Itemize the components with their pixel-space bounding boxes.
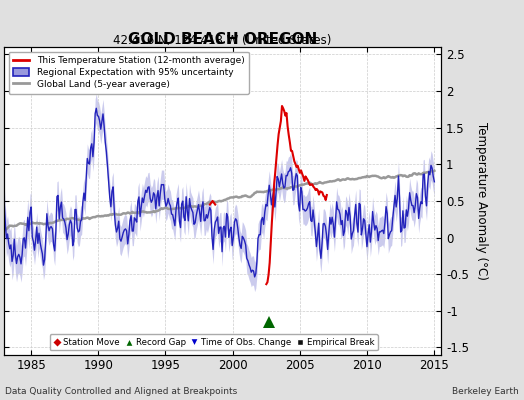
Title: GOLD BEACH OREGON: GOLD BEACH OREGON — [128, 32, 317, 47]
Y-axis label: Temperature Anomaly (°C): Temperature Anomaly (°C) — [475, 122, 488, 280]
Text: Data Quality Controlled and Aligned at Breakpoints: Data Quality Controlled and Aligned at B… — [5, 387, 237, 396]
Text: Berkeley Earth: Berkeley Earth — [452, 387, 519, 396]
Legend: Station Move, Record Gap, Time of Obs. Change, Empirical Break: Station Move, Record Gap, Time of Obs. C… — [50, 334, 378, 350]
Text: 42.416 N, 124.418 W (United States): 42.416 N, 124.418 W (United States) — [113, 34, 332, 46]
